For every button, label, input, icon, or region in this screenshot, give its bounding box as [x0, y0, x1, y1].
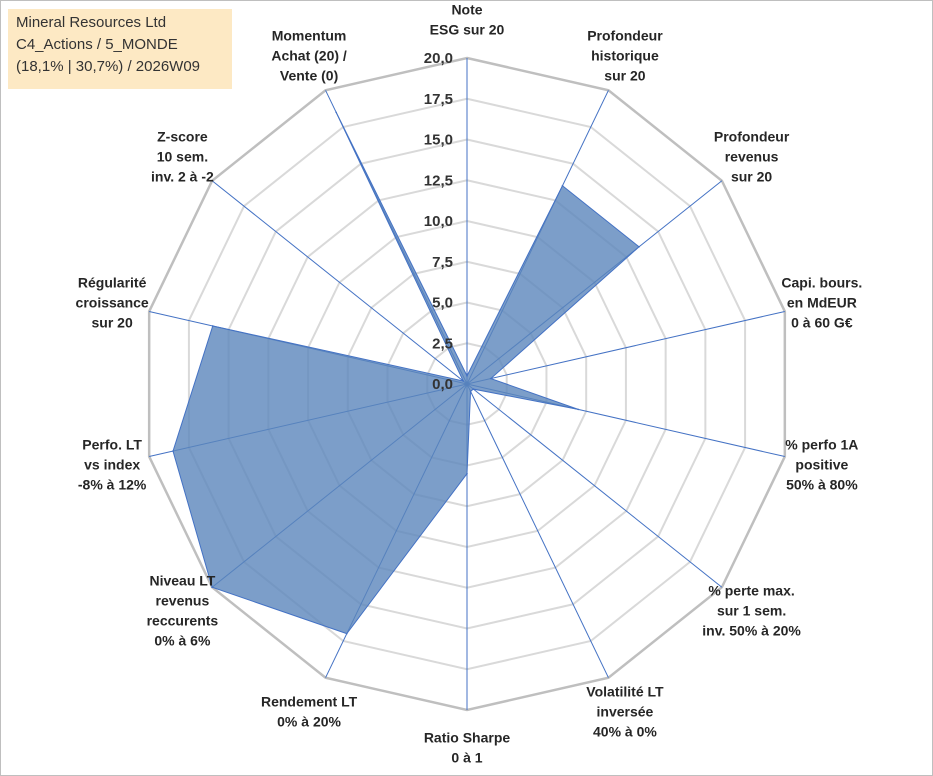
stats-and-week: (18,1% | 30,7%) / 2026W09 [16, 58, 200, 75]
radar-series [172, 111, 640, 635]
axis-label: Volatilité LT inversée 40% à 0% [586, 683, 664, 739]
company-name: Mineral Resources Ltd [16, 14, 167, 31]
axis-label-line: ESG sur 20 [430, 21, 505, 37]
data-point [466, 375, 468, 377]
axis-label-line: Ratio Sharpe [424, 729, 511, 745]
axis-label-line: sur 20 [92, 314, 133, 330]
axis-label-line: -8% à 12% [78, 476, 147, 492]
axis-label-line: sur 20 [731, 168, 772, 184]
axis-label-line: inversée [597, 703, 654, 719]
axis-label: Rendement LT 0% à 20% [261, 693, 358, 729]
data-point [466, 472, 468, 475]
axis-label-line: croissance [76, 294, 149, 310]
data-point [638, 246, 640, 248]
axis-label-line: 10 sem. [157, 148, 208, 164]
data-point [345, 632, 348, 635]
axis-label-line: Note [451, 1, 482, 17]
axis-label-line: sur 1 sem. [717, 602, 786, 618]
data-point [211, 586, 213, 589]
data-point [472, 388, 475, 390]
axis-label: Ratio Sharpe 0 à 1 [424, 729, 511, 765]
axis-spoke [466, 383, 723, 588]
data-point [490, 377, 492, 380]
axis-label-line: inv. 2 à -2 [151, 168, 214, 184]
axis-label-line: Volatilité LT [586, 683, 664, 699]
axis-label: Niveau LT revenus reccurents 0% à 6% [147, 572, 219, 648]
axis-label-line: Perfo. LT [82, 436, 142, 452]
data-point [211, 325, 214, 327]
tick-label: 0,0 [432, 376, 453, 393]
tick-label: 10,0 [424, 213, 453, 230]
axis-label-line: positive [795, 456, 848, 472]
axis-label: Capi. bours. en MdEUR 0 à 60 G€ [781, 274, 862, 330]
axis-label-line: Vente (0) [280, 67, 338, 83]
radial-tick-labels: 0,0 2,5 5,0 7,5 10,0 12,5 15,0 17,5 20,0 [424, 50, 453, 393]
axis-label-line: sur 20 [604, 67, 645, 83]
tick-label: 17,5 [424, 91, 453, 108]
axis-label-line: Niveau LT [149, 572, 215, 588]
axis-label-line: % perte max. [708, 582, 794, 598]
data-point [577, 408, 580, 411]
tick-label: 5,0 [432, 295, 453, 312]
axis-label-line: 50% à 80% [786, 476, 858, 492]
axis-spoke [466, 383, 609, 678]
data-point [462, 380, 464, 382]
tick-label: 12,5 [424, 172, 453, 189]
axis-label-line: reccurents [147, 612, 219, 628]
axis-label-line: Régularité [78, 274, 147, 290]
axis-label-line: Momentum [272, 27, 347, 43]
data-point [172, 450, 174, 452]
tick-label: 20,0 [424, 50, 453, 67]
data-point [469, 390, 472, 393]
axis-label: Profondeur revenus sur 20 [714, 128, 790, 184]
axis-label-line: Z-score [157, 128, 208, 144]
axis-spoke [466, 310, 785, 385]
axis-label-line: 40% à 0% [593, 723, 657, 739]
tick-label: 2,5 [432, 335, 453, 352]
info-box: Mineral Resources Ltd C4_Actions / 5_MON… [8, 9, 232, 89]
axis-label-line: 0 à 60 G€ [791, 314, 853, 330]
axis-label: % perte max. sur 1 sem. inv. 50% à 20% [702, 582, 801, 638]
axis-label-line: 0 à 1 [451, 749, 482, 765]
axis-label: Momentum Achat (20) / Vente (0) [271, 27, 347, 83]
axis-labels: Note ESG sur 20 Profondeur historique sur 20… [76, 1, 863, 765]
axis-label-line: Profondeur [587, 27, 663, 43]
axis-label-line: 0% à 6% [154, 632, 211, 648]
axis-label: Note ESG sur 20 [430, 1, 505, 37]
axis-label-line: Capi. bours. [781, 274, 862, 290]
data-point [561, 184, 564, 187]
axis-label-line: % perfo 1A [785, 436, 858, 452]
axis-spoke [211, 180, 468, 385]
axis-label: Profondeur historique sur 20 [587, 27, 663, 83]
portfolio-path: C4_Actions / 5_MONDE [16, 36, 178, 53]
data-point [335, 111, 337, 114]
axis-label: % perfo 1A positive 50% à 80% [785, 436, 858, 492]
axis-label-line: inv. 50% à 20% [702, 622, 801, 638]
axis-label-line: vs index [84, 456, 140, 472]
axis-label-line: revenus [725, 148, 779, 164]
axis-label-line: Achat (20) / [271, 47, 347, 63]
axis-label-line: revenus [156, 592, 210, 608]
axis-label-line: en MdEUR [787, 294, 857, 310]
tick-label: 15,0 [424, 132, 453, 149]
axis-label-line: 0% à 20% [277, 713, 341, 729]
axis-label: Perfo. LT vs index -8% à 12% [78, 436, 147, 492]
axis-label: Z-score 10 sem. inv. 2 à -2 [151, 128, 214, 184]
axis-label-line: Profondeur [714, 128, 790, 144]
axis-label-line: historique [591, 47, 659, 63]
tick-label: 7,5 [432, 254, 453, 271]
axis-label-line: Rendement LT [261, 693, 358, 709]
axis-label: Régularité croissance sur 20 [76, 274, 149, 330]
